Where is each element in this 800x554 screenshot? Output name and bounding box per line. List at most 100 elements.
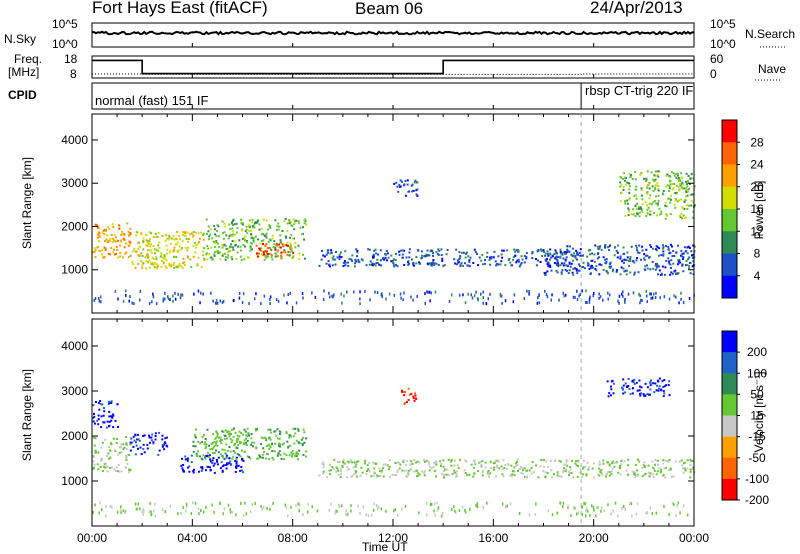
power-cell — [276, 255, 279, 258]
velocity-cell — [435, 475, 438, 478]
power-cell — [629, 258, 632, 260]
power-cell — [626, 202, 629, 205]
velocity-cell — [599, 463, 602, 466]
power-cell — [121, 231, 124, 234]
power-cell — [634, 215, 637, 218]
power-noise-cell — [624, 300, 626, 304]
velocity-noise-cell — [621, 506, 623, 510]
velocity-cell — [415, 461, 417, 464]
velocity-colorbar-swatch — [722, 331, 737, 353]
x-tick-label: 12:00 — [378, 531, 408, 545]
power-cell — [669, 175, 672, 178]
velocity-cell — [658, 385, 661, 388]
velocity-cell — [245, 437, 248, 440]
velocity-cell — [421, 470, 424, 473]
velocity-cell — [194, 428, 197, 431]
power-cell — [512, 258, 515, 261]
power-cell — [223, 231, 226, 234]
power-cell — [289, 236, 291, 239]
power-cell — [237, 245, 240, 248]
velocity-cell — [593, 462, 595, 465]
velocity-cell — [409, 463, 412, 466]
velocity-cell — [682, 471, 685, 474]
velocity-cell — [93, 412, 95, 415]
power-cell — [677, 262, 680, 265]
power-cell — [98, 235, 101, 238]
power-cell — [214, 233, 217, 236]
velocity-cell — [271, 456, 274, 459]
power-cell — [519, 263, 522, 266]
velocity-cell — [482, 470, 485, 473]
power-cell — [213, 225, 216, 228]
power-cell — [252, 237, 255, 239]
velocity-cell — [395, 474, 398, 476]
velocity-cell — [575, 464, 578, 467]
power-cell — [674, 173, 677, 176]
power-cell — [502, 249, 505, 252]
power-cell — [158, 246, 161, 249]
velocity-cell — [323, 463, 325, 466]
velocity-cell — [136, 438, 139, 441]
power-noise-cell — [172, 299, 174, 303]
power-cell — [160, 253, 163, 256]
power-cell — [195, 246, 197, 249]
velocity-noise-cell — [94, 503, 96, 507]
power-cell — [295, 219, 298, 222]
power-cell — [401, 180, 403, 183]
power-cell — [275, 228, 278, 231]
velocity-cell — [498, 467, 501, 470]
power-cell — [114, 240, 117, 243]
velocity-cell — [219, 440, 222, 443]
power-noise-cell — [98, 297, 100, 300]
velocity-cell — [411, 462, 414, 465]
velocity-cell — [94, 422, 96, 425]
power-cell — [569, 265, 572, 268]
velocity-cell — [100, 415, 103, 418]
velocity-cell — [209, 466, 211, 469]
power-cell — [649, 213, 651, 216]
power-noise-cell — [359, 302, 361, 306]
velocity-cell — [335, 466, 338, 469]
power-noise-cell — [523, 296, 526, 300]
power-cell — [664, 266, 667, 269]
velocity-cell — [612, 460, 614, 463]
velocity-noise-cell — [425, 501, 428, 505]
power-noise-cell — [174, 297, 177, 301]
power-cell — [656, 181, 659, 184]
power-cell — [148, 266, 151, 269]
power-cell — [101, 249, 104, 252]
velocity-noise-cell — [229, 510, 232, 514]
power-cell — [101, 232, 104, 235]
velocity-noise-cell — [244, 501, 246, 505]
velocity-cell — [516, 458, 519, 461]
power-cell — [572, 273, 575, 276]
power-cell — [686, 183, 688, 186]
power-cell — [565, 256, 568, 259]
velocity-cell — [402, 461, 405, 464]
power-cell — [335, 251, 337, 253]
velocity-cell — [239, 455, 242, 458]
velocity-cell — [255, 429, 257, 432]
velocity-cell — [515, 462, 517, 465]
velocity-cell — [295, 455, 298, 458]
velocity-cell — [619, 473, 622, 476]
velocity-noise-cell — [377, 507, 379, 511]
power-cell — [277, 228, 280, 231]
power-cell — [683, 200, 686, 203]
power-cell — [244, 230, 247, 233]
velocity-noise-cell — [298, 509, 300, 513]
power-cell — [638, 251, 641, 254]
velocity-cell — [184, 455, 187, 458]
power-cell — [600, 264, 603, 267]
velocity-cell — [486, 472, 489, 475]
power-cell — [145, 267, 148, 270]
power-cell — [629, 271, 632, 274]
power-cell — [561, 252, 564, 255]
velocity-cell — [142, 435, 145, 437]
power-cell — [166, 252, 168, 255]
power-cell — [575, 269, 578, 272]
velocity-cell — [108, 446, 111, 448]
power-cell — [221, 254, 224, 257]
velocity-cell — [143, 434, 146, 437]
velocity-cell — [592, 476, 595, 479]
